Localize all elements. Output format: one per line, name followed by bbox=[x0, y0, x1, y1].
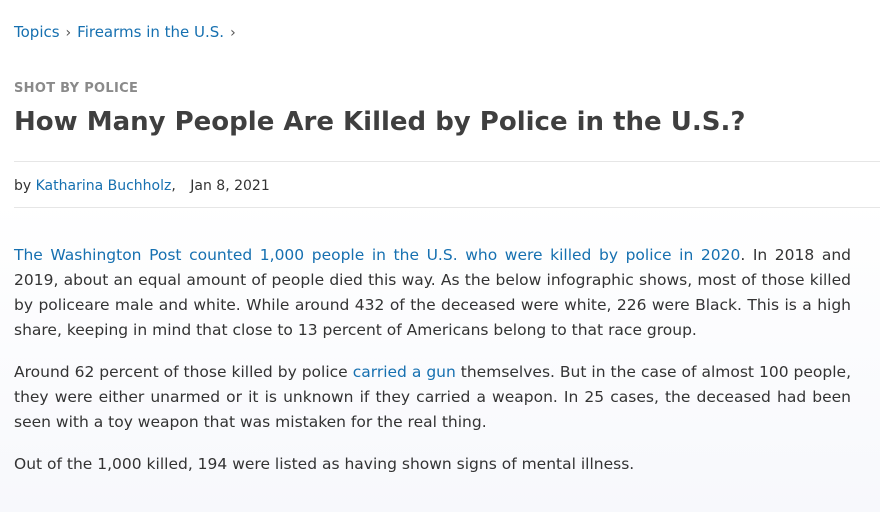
paragraph: Out of the 1,000 killed, 194 were listed… bbox=[14, 452, 851, 477]
paragraph: Around 62 percent of those killed by pol… bbox=[14, 360, 851, 435]
paragraph-text: . In 2018 and 2019, about an equal amoun… bbox=[14, 246, 851, 339]
page-title: How Many People Are Killed by Police in … bbox=[14, 107, 746, 137]
divider bbox=[14, 161, 880, 162]
byline: by Katharina Buchholz, Jan 8, 2021 bbox=[14, 176, 270, 196]
article-kicker: SHOT BY POLICE bbox=[14, 81, 139, 96]
paragraph-text: Out of the 1,000 killed, 194 were listed… bbox=[14, 455, 635, 473]
paragraph-text: Around 62 percent of those killed by pol… bbox=[14, 363, 353, 381]
chevron-right-icon: › bbox=[65, 25, 72, 41]
publish-date: Jan 8, 2021 bbox=[190, 178, 270, 194]
paragraph-text: themselves. But in the case of almost 10… bbox=[14, 363, 852, 431]
washington-post-link[interactable]: The Washington Post counted 1,000 people… bbox=[14, 246, 741, 264]
byline-prefix: by bbox=[14, 178, 32, 194]
chevron-right-icon: › bbox=[230, 25, 236, 41]
byline-comma: , bbox=[171, 178, 176, 194]
carried-a-gun-link[interactable]: carried a gun bbox=[352, 363, 456, 381]
paragraph: The Washington Post counted 1,000 people… bbox=[14, 243, 851, 343]
breadcrumb-topics-link[interactable]: Topics bbox=[14, 23, 60, 41]
breadcrumb: Topics › Firearms in the U.S. › bbox=[14, 22, 242, 43]
breadcrumb-firearms-link[interactable]: Firearms in the U.S. bbox=[77, 23, 225, 41]
divider bbox=[14, 207, 880, 208]
article-body: The Washington Post counted 1,000 people… bbox=[14, 243, 851, 494]
author-link[interactable]: Katharina Buchholz bbox=[35, 178, 172, 194]
